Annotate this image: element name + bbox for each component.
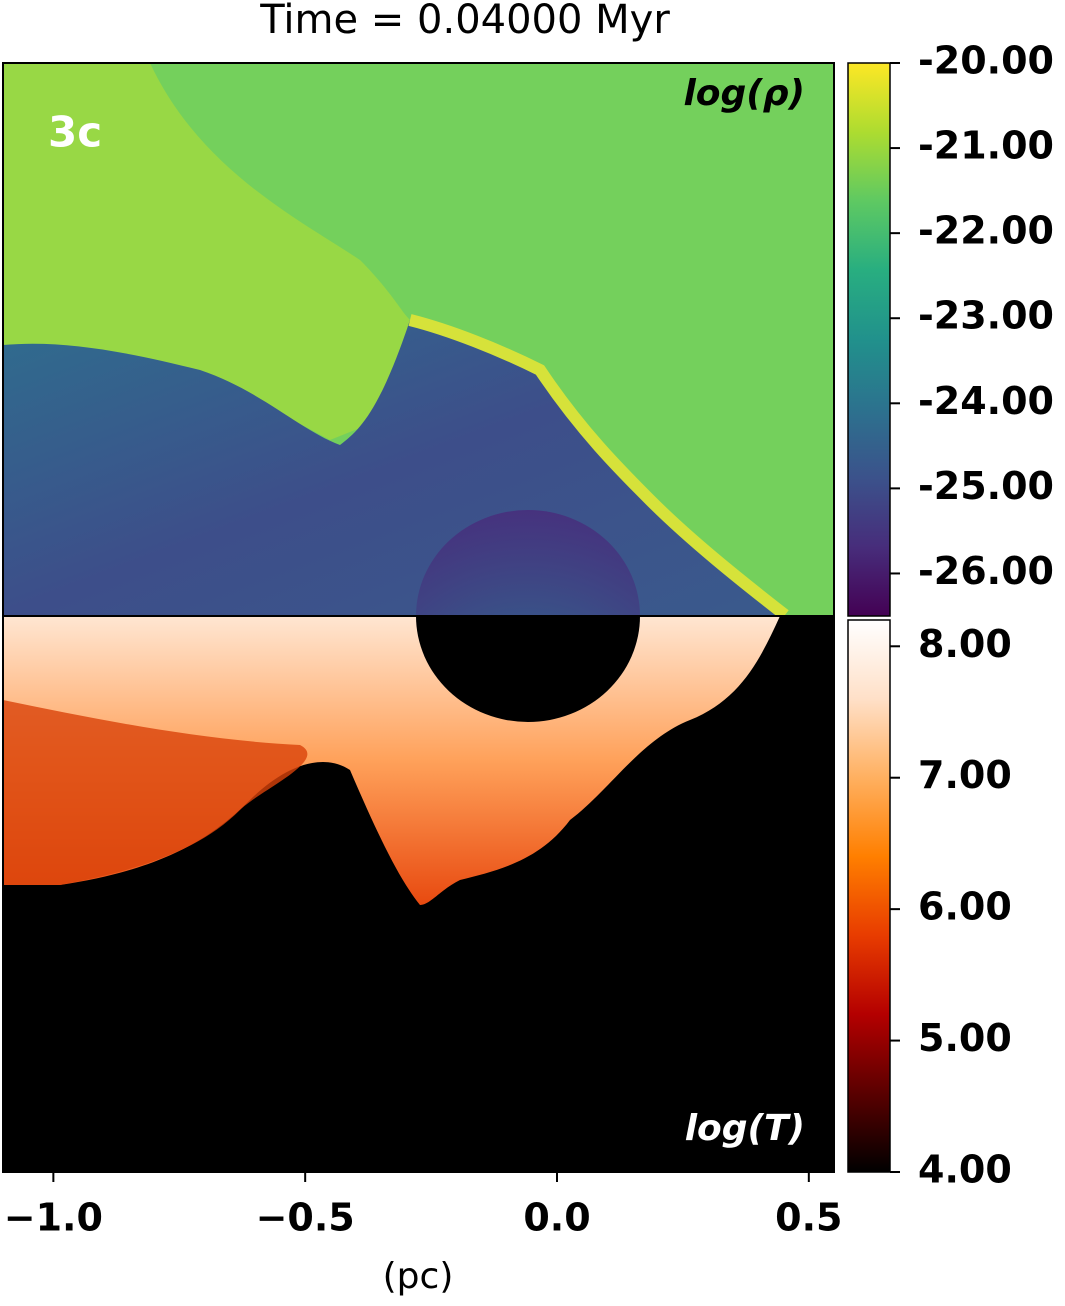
colorbar bbox=[847, 619, 891, 1173]
warm-gas bbox=[3, 700, 308, 885]
x-axis-label: (pc) bbox=[383, 1256, 454, 1297]
colorbar-tick-label: 4.00 bbox=[918, 1148, 1012, 1192]
colorbar-tick-label: 8.00 bbox=[918, 622, 1012, 666]
colorbar-tick-label: 5.00 bbox=[918, 1016, 1012, 1060]
x-tick-label: −1.0 bbox=[4, 1196, 103, 1240]
panel-label: 3c bbox=[48, 108, 102, 157]
frame bbox=[2, 62, 835, 1173]
colorbar-tick-label: -26.00 bbox=[918, 549, 1054, 593]
colorbar-tick-label: -21.00 bbox=[918, 124, 1054, 168]
wind-bubble bbox=[416, 510, 640, 616]
title: Time = 0.04000 Myr bbox=[259, 0, 670, 43]
colorbar-tick-label: -25.00 bbox=[918, 464, 1054, 508]
shell-edge bbox=[408, 314, 789, 616]
colorbar-tick-label: 7.00 bbox=[918, 753, 1012, 797]
colorbar bbox=[847, 62, 891, 617]
wind-bubble bbox=[416, 616, 640, 722]
colorbar-tick-label: 6.00 bbox=[918, 885, 1012, 929]
colorbar-tick-label: -20.00 bbox=[918, 39, 1054, 83]
density-panel bbox=[3, 63, 834, 616]
temperature-panel bbox=[3, 616, 834, 1172]
colorbar-tick-label: -22.00 bbox=[918, 209, 1054, 253]
x-tick-label: −0.5 bbox=[256, 1196, 355, 1240]
panel-title: log(T) bbox=[685, 1108, 805, 1149]
x-tick-label: 0.0 bbox=[523, 1196, 590, 1240]
colorbar-tick-label: -23.00 bbox=[918, 294, 1054, 338]
panel-title: log(ρ) bbox=[683, 73, 805, 114]
x-tick-label: 0.5 bbox=[775, 1196, 842, 1240]
colorbar-tick-label: -24.00 bbox=[918, 379, 1054, 423]
shocked-shell bbox=[3, 63, 410, 440]
